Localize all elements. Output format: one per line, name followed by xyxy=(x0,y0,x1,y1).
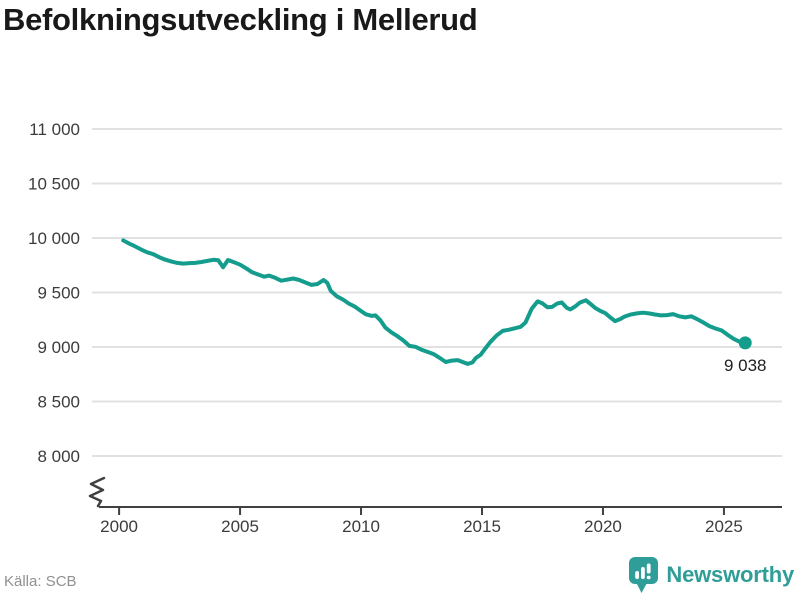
page-title: Befolkningsutveckling i Mellerud xyxy=(3,2,478,37)
x-tick-label: 2020 xyxy=(584,517,622,536)
y-tick-label: 10 000 xyxy=(28,229,80,248)
newsworthy-bubble-barchart-icon xyxy=(629,557,659,593)
x-tick-label: 2005 xyxy=(221,517,259,536)
y-tick-label: 10 500 xyxy=(28,175,80,194)
x-tick-label: 2015 xyxy=(463,517,501,536)
y-tick-label: 9 500 xyxy=(37,284,80,303)
end-value-label: 9 038 xyxy=(724,356,767,375)
source-caption: Källa: SCB xyxy=(4,573,77,590)
y-tick-label: 9 000 xyxy=(37,338,80,357)
newsworthy-logo[interactable]: Newsworthy xyxy=(628,556,794,594)
series-line xyxy=(121,238,748,366)
newsworthy-wordmark: Newsworthy xyxy=(666,562,794,587)
y-axis-break-icon xyxy=(88,476,106,508)
x-tick-label: 2025 xyxy=(705,517,743,536)
series-end-dot xyxy=(738,336,752,350)
y-tick-label: 11 000 xyxy=(29,120,80,139)
y-tick-label: 8 500 xyxy=(37,393,80,412)
x-tick-label: 2010 xyxy=(342,517,380,536)
x-tick-label: 2000 xyxy=(100,517,138,536)
y-tick-label: 8 000 xyxy=(37,447,80,466)
